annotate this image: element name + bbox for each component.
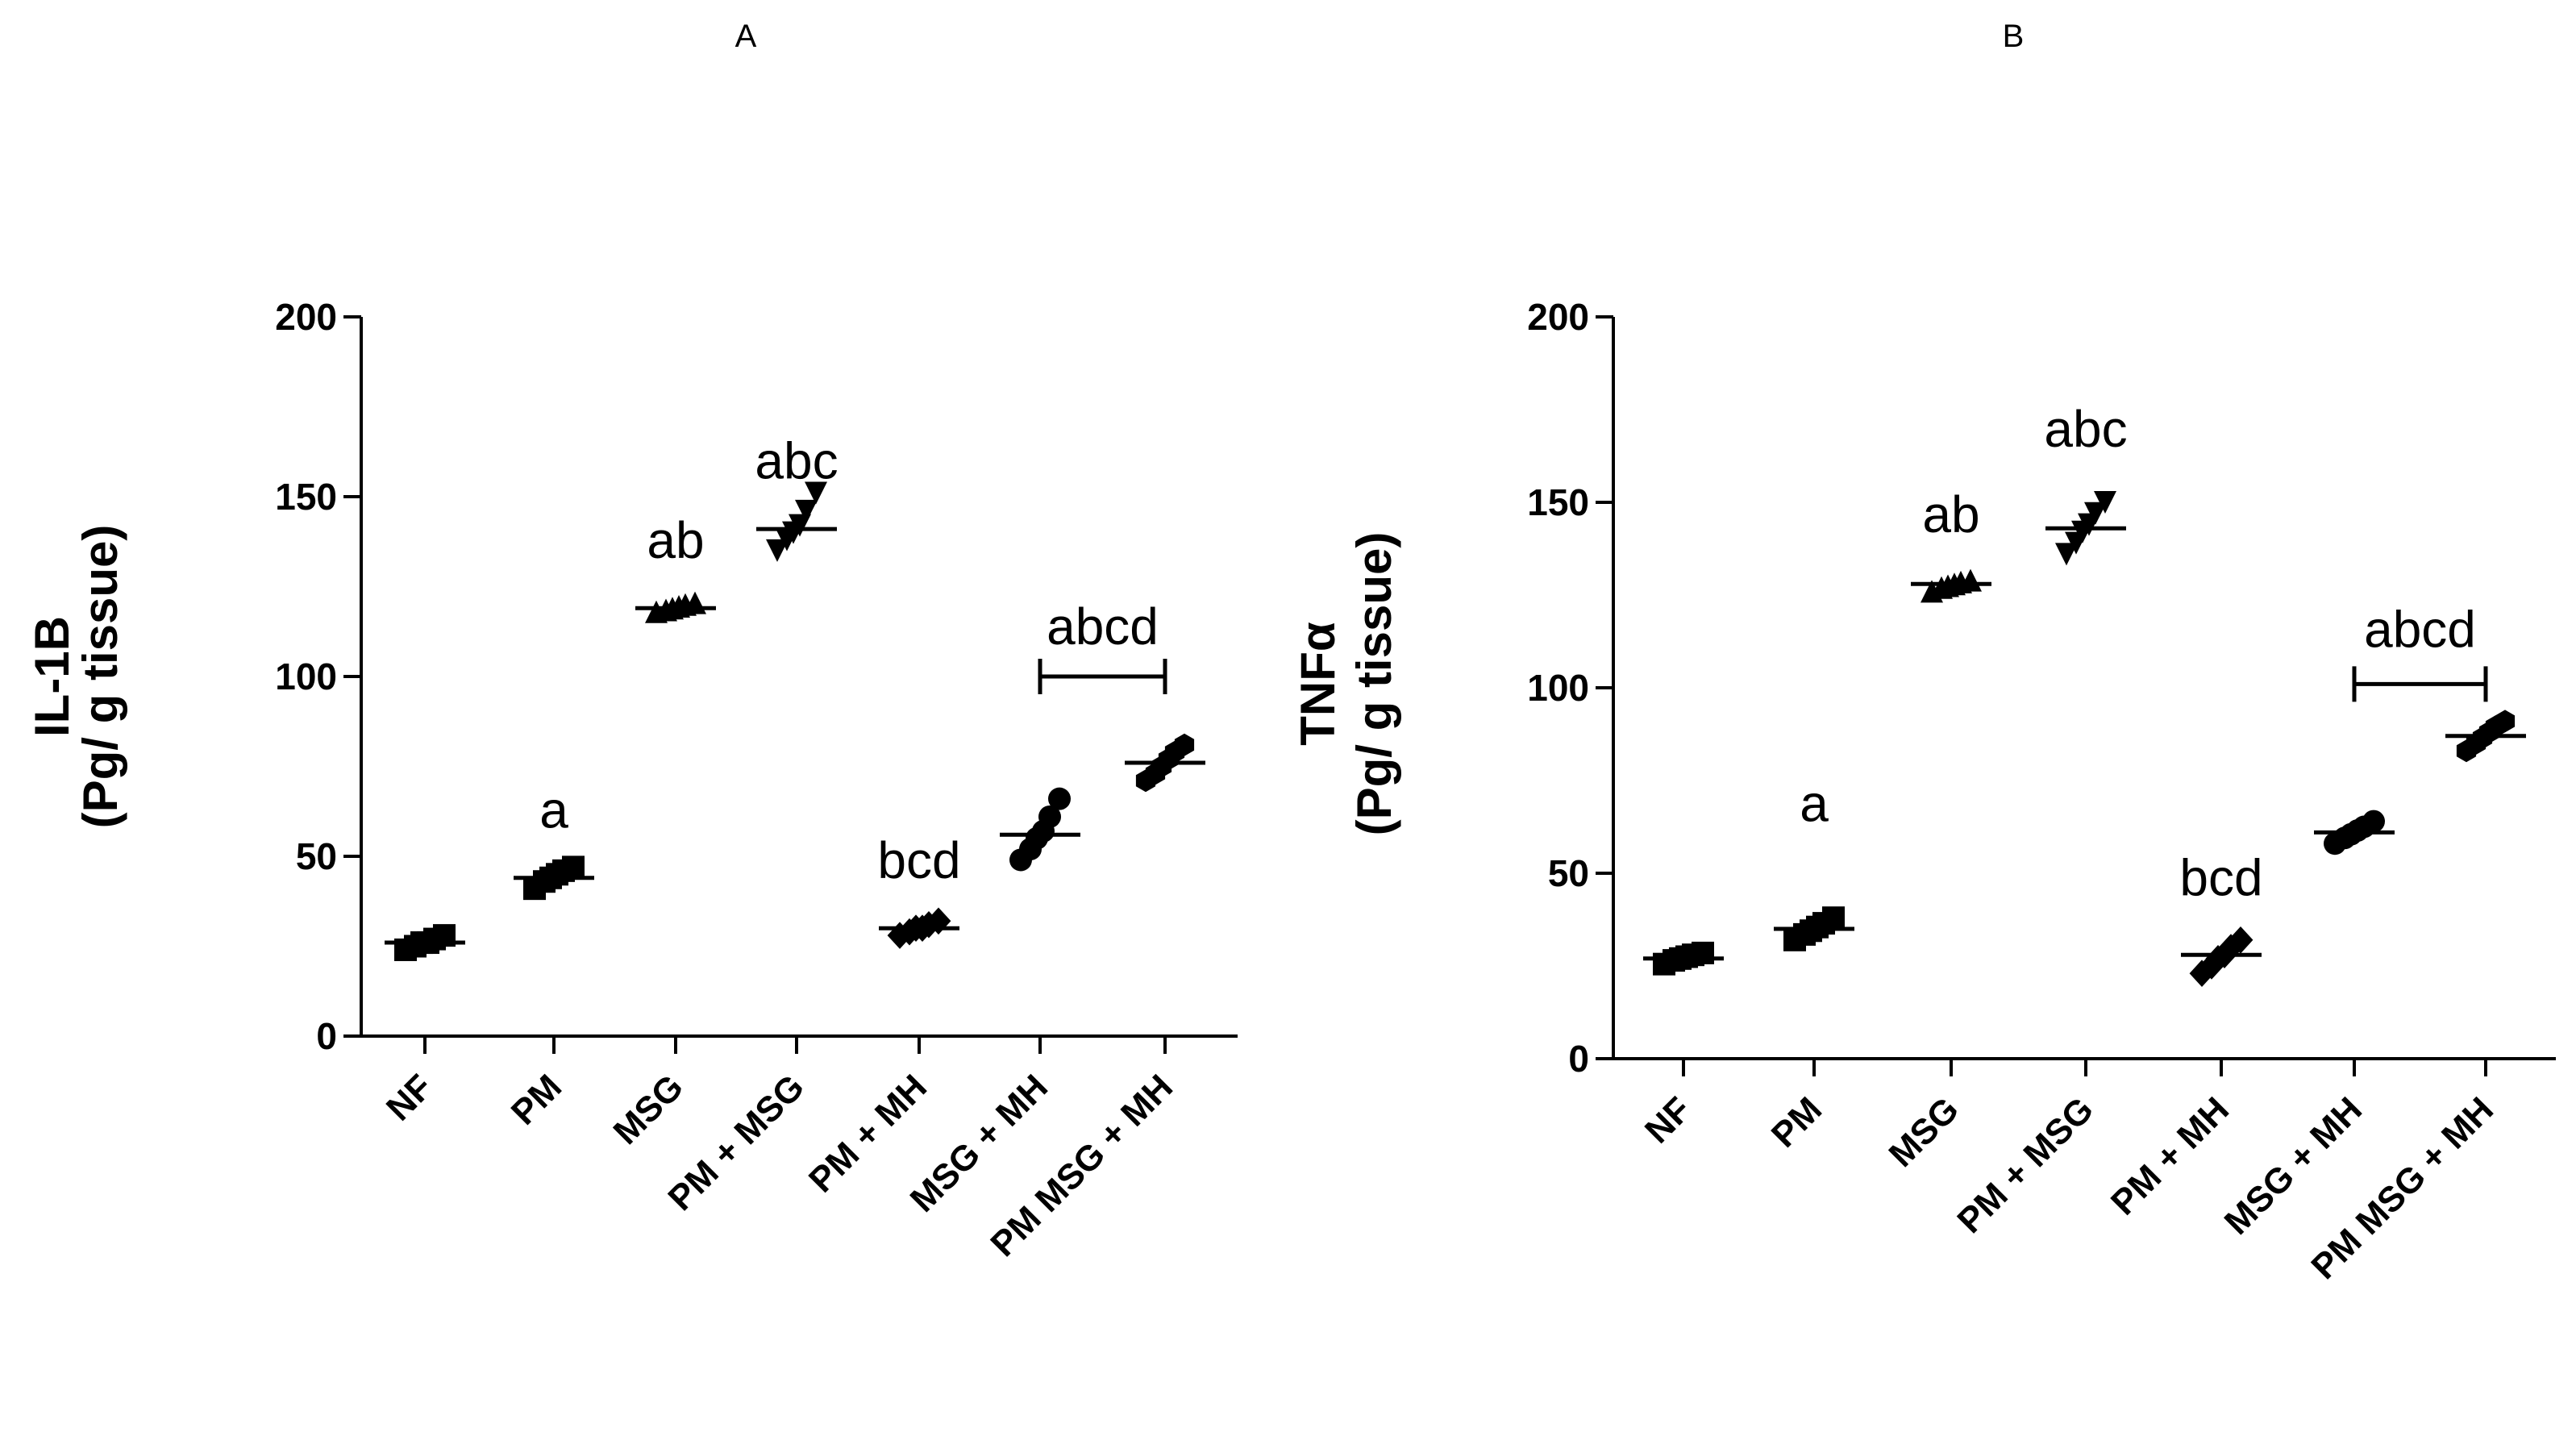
panel-letter: B [2003,19,2025,54]
significance-label: bcd [2179,849,2262,907]
y-axis-label-units: (Pg/ g tissue) [1347,532,1401,836]
data-point [1692,941,1714,964]
y-axis-label-units: (Pg/ g tissue) [73,525,127,829]
x-tick-label: PM [504,1067,569,1132]
y-axis-label: IL-1B [25,616,79,737]
data-point [795,499,818,522]
significance-label: a [539,781,568,839]
data-point [1038,805,1061,828]
x-tick-label: PM + MSG [1950,1089,2101,1241]
x-tick-label: MSG [1882,1089,1967,1175]
significance-label: abc [2044,400,2127,458]
significance-label: ab [1922,485,1979,543]
y-tick-label: 200 [1527,296,1589,338]
significance-label: abc [755,432,838,490]
data-point [562,855,585,879]
data-point [1048,787,1071,810]
x-tick-label: PM [1764,1089,1829,1155]
data-point [766,539,789,562]
x-tick-label: PM + MH [2104,1089,2237,1222]
y-tick-label: 150 [275,476,337,518]
y-tick-label: 100 [1527,667,1589,709]
data-point [2228,926,2253,954]
y-tick-label: 50 [296,835,337,877]
data-point [1174,733,1195,756]
significance-label: ab [647,511,704,569]
series-points [1009,787,1071,872]
y-axis-label: TNFα [1291,622,1345,746]
y-tick-label: 0 [316,1015,337,1057]
y-tick-label: 0 [1568,1038,1589,1080]
data-point [2084,502,2107,525]
y-tick-label: 100 [275,656,337,697]
data-point [2362,810,2385,833]
panel-letter: A [735,19,757,54]
series-points [887,907,951,949]
data-point [1822,906,1845,930]
y-tick-label: 150 [1527,481,1589,523]
data-point [805,481,827,505]
series-points [2456,710,2516,763]
data-point [2055,543,2078,566]
x-tick-label: NF [1638,1089,1699,1151]
significance-label: abcd [2364,600,2476,658]
significance-label: a [1800,775,1829,833]
x-tick-label: MSG [606,1067,692,1152]
series-points [766,481,827,562]
data-point [2495,710,2516,733]
y-tick-label: 50 [1548,852,1589,894]
significance-label: bcd [877,831,960,889]
series-points [1135,733,1195,793]
y-tick-label: 200 [275,296,337,338]
data-point [2094,491,2116,514]
significance-label: abcd [1047,597,1159,656]
x-tick-label: NF [379,1067,440,1128]
